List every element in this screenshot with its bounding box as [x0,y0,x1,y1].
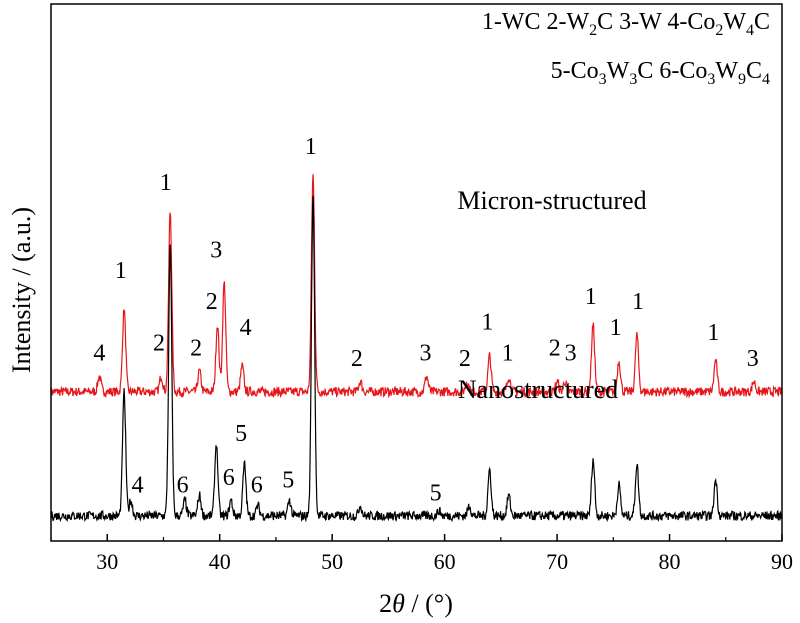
peak-annotation: 1 [502,341,514,367]
x-axis-label: 2θ / (°) [379,589,453,618]
legend-line-2: 5-Co3W3C 6-Co3W9C4 [551,58,770,88]
peak-annotation: 4 [240,315,252,341]
x-tick-label: 40 [209,549,231,574]
series-line-nano [50,195,783,523]
x-tick-label: 70 [546,549,568,574]
x-tick-label: 60 [434,549,456,574]
x-tick-label: 80 [659,549,681,574]
x-tick-label: 50 [321,549,343,574]
peak-annotation: 6 [251,473,263,499]
peak-annotation: 3 [210,237,222,263]
x-tick-label: 30 [96,549,118,574]
peak-annotation: 5 [282,467,294,493]
peak-annotation: 3 [565,341,577,367]
peak-annotation: 1 [481,310,493,336]
peak-annotation: 1 [632,289,644,315]
x-tick-label: 90 [771,549,793,574]
x-axis-ticks: 30 40 50 60 70 80 90 [50,534,793,574]
peak-annotation: 5 [430,480,442,506]
peak-annotation: 1 [707,320,719,346]
peak-annotation: 5 [235,421,247,447]
peak-annotation: 2 [459,346,471,372]
peak-annotation: 2 [190,336,202,362]
phase-legend: 1-WC 2-W2C 3-W 4-Co2W4C 5-Co3W3C 6-Co3W9… [482,9,770,88]
series-label-micron: Micron-structured [457,186,646,215]
peak-annotation: 1 [115,258,127,284]
plot-frame [50,3,783,542]
peak-annotation: 6 [223,465,235,491]
series-line-micron [50,174,783,399]
peak-annotation: 2 [549,336,561,362]
peak-annotation: 4 [93,341,105,367]
peak-annotation: 3 [420,341,432,367]
peak-annotation: 2 [206,289,218,315]
legend-line-1: 1-WC 2-W2C 3-W 4-Co2W4C [482,9,770,39]
peak-annotation: 1 [610,315,622,341]
y-axis-label: Intensity / (a.u.) [7,207,36,373]
peak-annotation: 3 [747,346,759,372]
peak-annotation: 1 [305,134,317,160]
series-label-nano: Nanostructured [458,375,618,404]
peak-annotation: 2 [153,330,165,356]
peak-annotation: 6 [177,473,189,499]
peak-annotation: 2 [351,346,363,372]
peak-annotation: 1 [585,284,597,310]
peak-annotation: 4 [132,473,144,499]
peak-annotation: 1 [160,170,172,196]
